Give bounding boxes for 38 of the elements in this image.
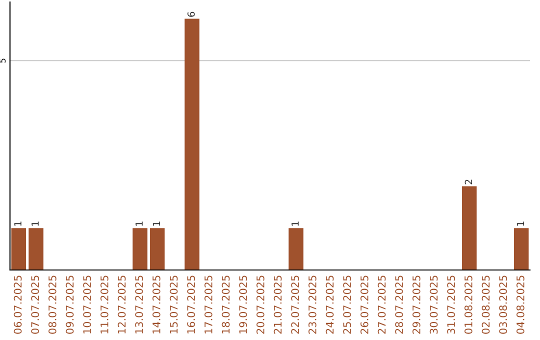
- x-tick-label: 11.07.2025: [100, 276, 108, 334]
- x-tick-label: 07.07.2025: [31, 276, 40, 334]
- data-label: 6: [187, 12, 195, 17]
- data-label: 1: [32, 222, 39, 226]
- x-tick-label: 09.07.2025: [66, 276, 74, 334]
- x-tick-label: 02.08.2025: [482, 276, 490, 334]
- x-tick-label: 15.07.2025: [170, 276, 178, 334]
- x-tick-label: 20.07.2025: [256, 276, 264, 334]
- x-tick-label: 28.07.2025: [395, 276, 404, 334]
- data-label: 1: [14, 222, 22, 226]
- x-tick-label: 01.08.2025: [464, 276, 472, 334]
- x-tick-label: 23.07.2025: [308, 276, 316, 334]
- x-tick-label: 30.07.2025: [430, 276, 438, 334]
- x-tick-label: 13.07.2025: [135, 276, 144, 334]
- x-tick-label: 29.07.2025: [412, 276, 420, 334]
- data-label: 2: [464, 180, 472, 184]
- x-tick-label: 12.07.2025: [118, 276, 126, 334]
- x-tick-label: 21.07.2025: [274, 276, 282, 334]
- x-tick-label: 16.07.2025: [187, 276, 196, 334]
- x-tick-label: 17.07.2025: [204, 276, 212, 334]
- x-tick-label: 26.07.2025: [360, 276, 368, 334]
- data-label: 1: [136, 222, 143, 226]
- x-tick-label: 06.07.2025: [14, 276, 22, 334]
- x-tick-label: 22.07.2025: [291, 276, 300, 334]
- x-tick-label: 14.07.2025: [152, 276, 160, 334]
- x-tick-label: 31.07.2025: [447, 276, 456, 334]
- x-tick-label: 19.07.2025: [239, 276, 248, 334]
- x-tick-label: 03.08.2025: [499, 276, 508, 334]
- x-tick-label: 04.08.2025: [516, 276, 524, 334]
- x-tick-label: 25.07.2025: [343, 276, 352, 334]
- x-tick-label: 27.07.2025: [378, 276, 386, 334]
- data-label: 1: [152, 222, 160, 226]
- x-tick-label: 24.07.2025: [326, 276, 334, 334]
- x-tick-label: 18.07.2025: [222, 276, 230, 334]
- x-tick-label: 08.07.2025: [48, 276, 56, 334]
- x-tick-label: 10.07.2025: [83, 276, 92, 334]
- data-label: 1: [292, 222, 299, 226]
- data-label: 1: [516, 222, 524, 226]
